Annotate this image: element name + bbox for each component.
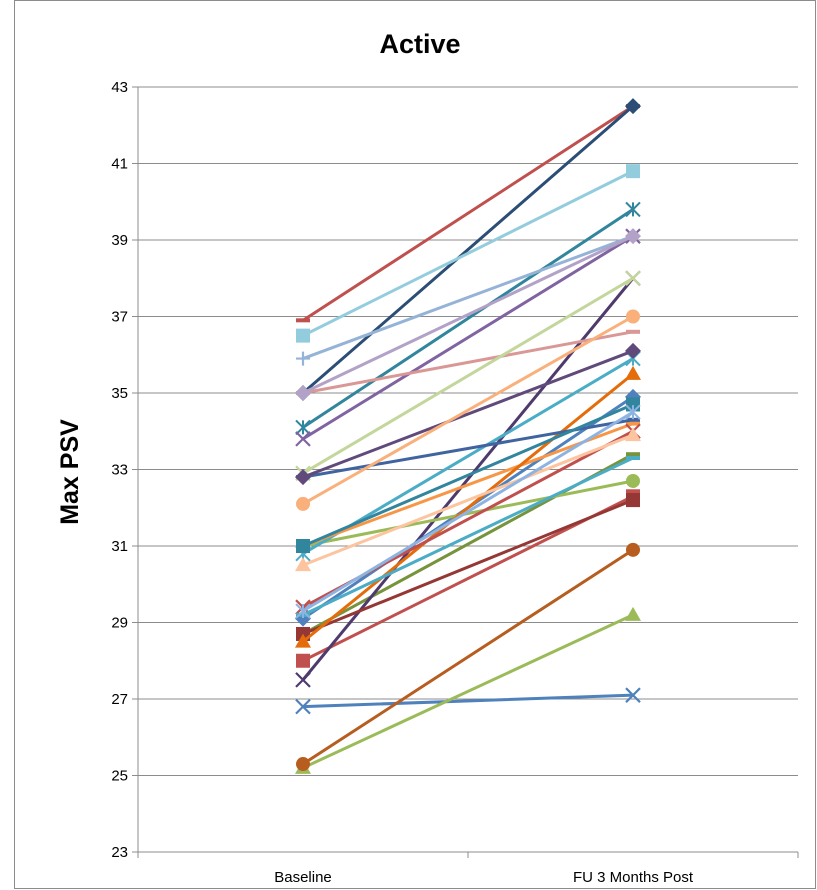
data-point	[295, 698, 311, 715]
data-point	[295, 469, 311, 486]
y-tick-label: 27	[111, 691, 128, 708]
series-path	[301, 456, 635, 617]
series-path	[301, 104, 635, 395]
data-point	[625, 606, 641, 621]
data-point	[626, 452, 640, 457]
y-tick-label: 29	[111, 615, 128, 632]
series-line	[296, 309, 640, 511]
data-point	[625, 342, 641, 359]
series-path	[301, 349, 635, 479]
data-point	[626, 329, 640, 334]
series-path	[301, 479, 635, 548]
series-path	[301, 613, 635, 770]
data-point	[295, 385, 311, 401]
y-tick-label: 43	[111, 79, 128, 96]
series-path	[301, 207, 635, 429]
data-point	[625, 98, 641, 115]
data-point	[296, 653, 310, 668]
data-point	[295, 431, 311, 447]
data-point	[625, 427, 641, 442]
data-point	[626, 421, 640, 426]
x-tick-label: FU 3 Months Post	[573, 869, 694, 886]
y-tick-label: 31	[111, 538, 128, 555]
series-line	[295, 228, 641, 401]
data-point	[296, 496, 310, 511]
data-point	[626, 493, 640, 508]
data-point	[625, 201, 641, 218]
series-line	[296, 542, 640, 772]
y-axis-label: Max PSV	[56, 419, 84, 525]
series-line	[295, 687, 641, 715]
data-point	[626, 542, 640, 557]
series-line	[295, 201, 641, 436]
chart-svg: Active Max PSV 23 25 27 29 31 33 35 37 39 41 43 Bas…	[56, 29, 799, 886]
y-tick-label: 23	[111, 844, 128, 861]
series-line	[296, 493, 640, 641]
chart-frame: Active Max PSV 23 25 27 29 31 33 35 37 39 41 43 Bas…	[14, 0, 816, 889]
data-point	[295, 419, 311, 436]
series-path	[301, 498, 635, 636]
data-point	[625, 270, 641, 287]
series-path	[301, 234, 635, 395]
y-tick-label: 39	[111, 232, 128, 249]
data-point	[295, 603, 311, 619]
data-point	[296, 351, 310, 366]
series-line	[296, 104, 640, 323]
data-point	[626, 164, 640, 179]
data-point	[296, 328, 310, 343]
series-path	[301, 433, 635, 567]
series-line	[295, 404, 641, 619]
data-point	[625, 228, 641, 245]
data-point	[296, 318, 310, 323]
data-point	[295, 672, 311, 688]
y-tick-label: 41	[111, 156, 128, 173]
series-path	[301, 276, 635, 475]
series-group	[295, 98, 641, 774]
data-point	[625, 365, 641, 380]
y-tick-label: 35	[111, 385, 128, 402]
series-path	[301, 418, 635, 479]
series-path	[301, 693, 635, 709]
series-path	[301, 234, 635, 441]
series-path	[301, 402, 635, 548]
series-path	[301, 169, 635, 338]
series-path	[301, 315, 635, 506]
series-line	[295, 606, 641, 774]
series-line	[296, 164, 640, 343]
series-path	[301, 372, 635, 644]
y-tick-label: 37	[111, 309, 128, 326]
series-path	[301, 234, 635, 361]
series-path	[301, 104, 635, 322]
data-point	[295, 557, 311, 572]
data-point	[626, 417, 640, 422]
y-tick-label: 33	[111, 462, 128, 479]
series-path	[301, 410, 635, 613]
series-path	[301, 548, 635, 766]
axes: 23 25 27 29 31 33 35 37 39 41 43 Baseline FU 3 Month…	[111, 79, 799, 886]
data-point	[625, 404, 641, 420]
series-path	[301, 330, 635, 395]
data-point	[626, 473, 640, 488]
series-line	[295, 365, 641, 648]
data-point	[626, 456, 640, 461]
data-point	[625, 687, 641, 703]
chart-title: Active	[379, 29, 460, 59]
series-line	[295, 342, 641, 486]
data-point	[295, 633, 311, 648]
x-tick-label: Baseline	[274, 869, 332, 886]
gridlines	[138, 86, 798, 776]
data-point	[626, 309, 640, 324]
y-tick-label: 25	[111, 768, 128, 785]
data-point	[296, 539, 310, 553]
data-point	[296, 757, 310, 772]
series-line	[295, 98, 641, 401]
series-line	[295, 427, 641, 572]
